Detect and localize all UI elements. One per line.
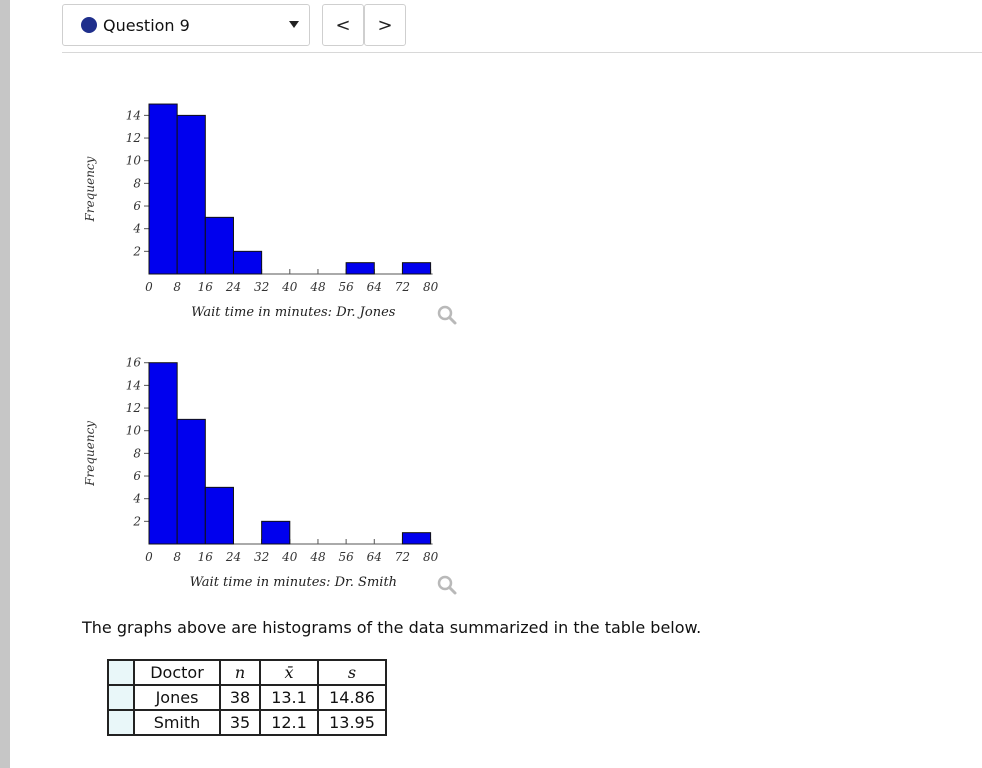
- x-tick-label: 24: [225, 280, 241, 294]
- histogram-bar: [204, 486, 234, 545]
- y-tick-label: 14: [126, 108, 141, 122]
- table-stub-cell: [107, 709, 135, 736]
- cell-sd: 14.86: [317, 684, 387, 711]
- description-text: The graphs above are histograms of the d…: [82, 618, 702, 637]
- x-tick-label: 40: [281, 280, 298, 294]
- x-tick-label: 72: [395, 550, 410, 564]
- header-divider: [62, 52, 982, 53]
- x-tick-label: 8: [173, 280, 181, 294]
- header-sd: s: [317, 659, 387, 686]
- histogram-bar: [345, 262, 375, 275]
- status-dot-icon: [81, 17, 97, 33]
- histogram-bar: [204, 216, 234, 275]
- y-tick-label: 12: [126, 401, 141, 415]
- header-mean: x̄: [259, 659, 319, 686]
- histogram-bar: [401, 262, 432, 275]
- cell-n: 35: [219, 709, 261, 736]
- x-tick-label: 0: [145, 550, 153, 564]
- x-tick-label: 16: [198, 280, 214, 294]
- question-selector[interactable]: Question 9: [62, 4, 310, 46]
- cell-n: 38: [219, 684, 261, 711]
- table-header-row: Doctor n x̄ s: [107, 659, 387, 686]
- y-tick-label: 4: [132, 222, 141, 236]
- x-tick-label: 8: [173, 550, 181, 564]
- caret-down-icon: [289, 21, 299, 28]
- header-doctor: Doctor: [133, 659, 221, 686]
- cell-sd: 13.95: [317, 709, 387, 736]
- histogram-bar: [401, 532, 432, 545]
- x-tick-label: 32: [254, 550, 269, 564]
- x-tick-label: 32: [254, 280, 269, 294]
- y-tick-label: 6: [133, 199, 141, 213]
- y-tick-label: 14: [126, 378, 141, 392]
- question-label: Question 9: [103, 15, 190, 35]
- magnify-icon[interactable]: [436, 304, 458, 326]
- table-stub-cell: [107, 659, 135, 686]
- table-row: Smith 35 12.1 13.95: [107, 709, 387, 736]
- cell-mean: 13.1: [259, 684, 319, 711]
- table-stub-cell: [107, 684, 135, 711]
- y-axis-title: Frequency: [83, 421, 97, 487]
- x-tick-label: 64: [367, 550, 382, 564]
- histogram-bar: [148, 103, 178, 275]
- histogram-bar: [176, 114, 206, 275]
- y-tick-label: 6: [133, 469, 141, 483]
- left-rail: [0, 0, 10, 768]
- x-axis-title: Wait time in minutes: Dr. Smith: [190, 575, 398, 590]
- x-tick-label: 64: [367, 280, 382, 294]
- x-tick-label: 40: [281, 550, 298, 564]
- cell-doctor: Jones: [133, 684, 221, 711]
- y-tick-label: 16: [126, 356, 142, 370]
- x-tick-label: 80: [423, 550, 439, 564]
- x-tick-label: 80: [423, 280, 439, 294]
- cell-doctor: Smith: [133, 709, 221, 736]
- x-tick-label: 16: [198, 550, 214, 564]
- x-tick-label: 56: [338, 550, 354, 564]
- previous-question-button[interactable]: <: [322, 4, 364, 46]
- x-tick-label: 72: [395, 280, 410, 294]
- summary-table: Doctor n x̄ s Jones 38 13.1 14.86 Smith …: [107, 659, 387, 736]
- y-tick-label: 2: [132, 244, 141, 258]
- header-n: n: [219, 659, 261, 686]
- x-tick-label: 48: [309, 550, 326, 564]
- table-row: Jones 38 13.1 14.86: [107, 684, 387, 711]
- x-tick-label: 48: [309, 280, 326, 294]
- y-axis-title: Frequency: [83, 156, 97, 222]
- x-tick-label: 56: [338, 280, 354, 294]
- x-axis-title: Wait time in minutes: Dr. Jones: [191, 305, 396, 320]
- y-tick-label: 8: [133, 446, 141, 460]
- cell-mean: 12.1: [259, 709, 319, 736]
- y-tick-label: 4: [132, 492, 141, 506]
- y-tick-label: 10: [126, 424, 142, 438]
- magnify-icon[interactable]: [436, 574, 458, 596]
- y-tick-label: 10: [126, 154, 142, 168]
- y-tick-label: 2: [132, 514, 141, 528]
- histogram-bar: [261, 520, 291, 545]
- next-question-button[interactable]: >: [364, 4, 406, 46]
- histogram-bar: [176, 418, 206, 545]
- y-tick-label: 12: [126, 131, 141, 145]
- x-tick-label: 24: [225, 550, 241, 564]
- histogram-bar: [232, 250, 263, 275]
- y-tick-label: 8: [133, 176, 141, 190]
- x-tick-label: 0: [145, 280, 153, 294]
- histogram-bar: [148, 362, 178, 545]
